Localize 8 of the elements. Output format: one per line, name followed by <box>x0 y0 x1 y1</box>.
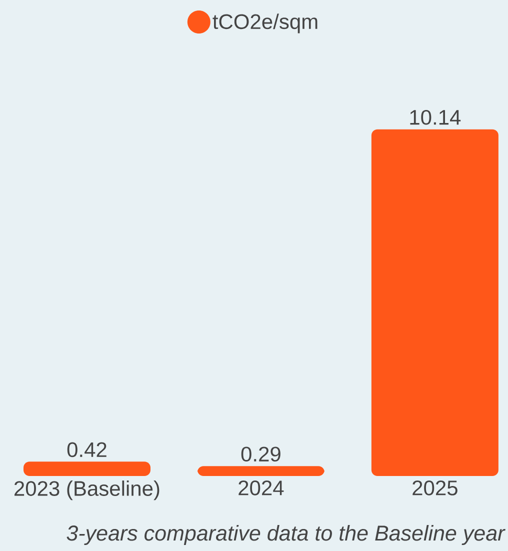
x-tick-label: 2023 (Baseline) <box>14 480 160 500</box>
data-label: 0.29 <box>241 446 280 462</box>
legend-label: tCO2e/sqm <box>212 14 318 34</box>
text: 3-years comparative data to the Baseline year <box>66 524 506 546</box>
data-label: 10.14 <box>410 110 461 125</box>
x-tick-label: 2024 <box>238 480 284 496</box>
x-tick-label: 2025 <box>412 480 458 496</box>
data-label: 0.42 <box>67 442 106 458</box>
